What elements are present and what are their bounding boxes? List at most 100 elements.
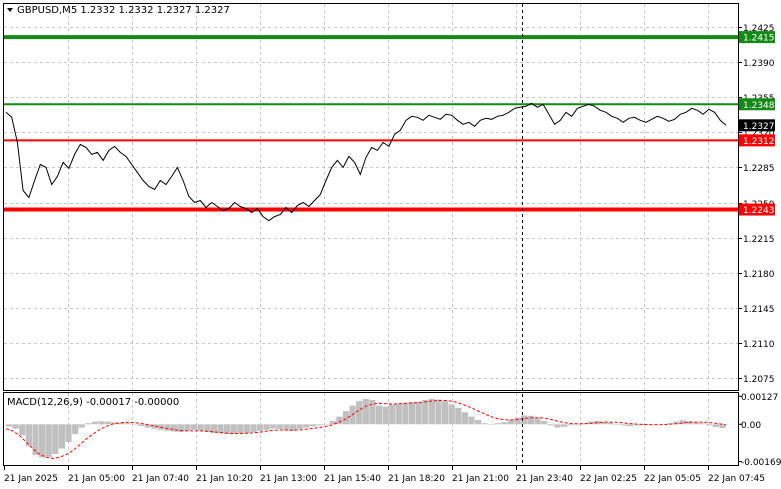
- macd-bar: [362, 398, 369, 425]
- macd-bar: [263, 424, 270, 430]
- macd-bar: [12, 424, 19, 429]
- y-tick-label: 1.2215: [743, 235, 775, 245]
- y-tick-label: 1.2075: [743, 375, 775, 385]
- macd-bar: [250, 424, 257, 432]
- macd-bar: [527, 415, 534, 425]
- macd-bar: [309, 424, 317, 427]
- macd-bar: [111, 422, 118, 425]
- macd-bar: [442, 401, 449, 425]
- level-badge: [739, 31, 775, 44]
- x-tick-label: 21 Jan 2025: [4, 474, 58, 484]
- macd-bar: [65, 424, 72, 442]
- macd-bar: [329, 421, 336, 425]
- x-tick-label: 21 Jan 05:00: [68, 474, 125, 484]
- price-series: [5, 102, 727, 222]
- y-tick-label: 1.2180: [743, 270, 775, 280]
- macd-bar: [52, 424, 59, 454]
- level-badge-label: 1.2243: [743, 206, 775, 216]
- macd-bar: [316, 424, 323, 426]
- macd-bar: [283, 424, 290, 431]
- macd-bar: [712, 424, 719, 427]
- macd-bar: [534, 417, 541, 425]
- macd-bar: [659, 424, 667, 425]
- macd-bar: [124, 423, 132, 425]
- macd-bar: [230, 424, 237, 434]
- macd-bar: [382, 406, 389, 425]
- macd-bar: [78, 424, 85, 428]
- macd-bar: [369, 400, 376, 425]
- macd-bar: [435, 399, 442, 425]
- price-axis: 1.24251.23901.23551.23201.22851.22501.22…: [738, 24, 775, 385]
- macd-bar: [296, 424, 303, 430]
- macd-tick-label: -0.00169: [741, 458, 781, 468]
- macd-bar: [144, 424, 151, 428]
- macd-bar: [290, 424, 297, 431]
- macd-bar: [415, 401, 422, 425]
- macd-bar: [395, 403, 402, 425]
- macd-bar: [719, 424, 726, 428]
- macd-bar: [217, 424, 224, 434]
- macd-bar: [303, 424, 310, 428]
- macd-bar: [679, 420, 686, 425]
- x-tick-label: 21 Jan 13:00: [260, 474, 317, 484]
- price-levels: [4, 35, 738, 212]
- macd-bar: [428, 398, 435, 425]
- macd-bar: [455, 407, 462, 425]
- macd-bar: [72, 424, 79, 435]
- macd-bar: [607, 422, 614, 425]
- macd-bar: [699, 423, 706, 425]
- macd-bar: [204, 424, 211, 432]
- macd-bar: [6, 424, 13, 427]
- macd-bar: [673, 421, 680, 425]
- macd-bar: [151, 424, 158, 429]
- macd-bar: [620, 424, 627, 426]
- macd-bar: [521, 415, 528, 425]
- macd-axis: 0.00127 0.00 -0.00169: [738, 393, 781, 468]
- macd-bar: [514, 417, 521, 425]
- level-badge: [739, 203, 775, 216]
- macd-bar: [508, 419, 515, 425]
- macd-bar: [39, 424, 46, 458]
- macd-bar: [118, 422, 125, 425]
- y-tick-label: 1.2390: [743, 59, 775, 69]
- macd-bar: [422, 400, 429, 425]
- macd-bar: [237, 424, 244, 434]
- macd-bar: [448, 404, 455, 425]
- time-axis: 21 Jan 2025 21 Jan 05:00 21 Jan 07:40 21 Ja…: [4, 466, 765, 484]
- macd-bar: [342, 411, 350, 425]
- macd-bar: [224, 424, 231, 434]
- macd-bar: [270, 424, 277, 429]
- price-plot-frame: [3, 3, 739, 391]
- y-tick-label: 1.2425: [743, 24, 775, 34]
- x-tick-label: 21 Jan 07:40: [132, 474, 189, 484]
- macd-bar: [177, 424, 184, 432]
- macd-bar: [501, 422, 508, 425]
- macd-bar: [131, 424, 138, 425]
- macd-tick-label: 0.00: [741, 421, 761, 431]
- x-tick-label: 21 Jan 15:40: [324, 474, 381, 484]
- macd-bar: [633, 424, 640, 426]
- level-badge-label: 1.2312: [743, 137, 775, 147]
- macd-bar: [85, 423, 92, 425]
- x-tick-label: 21 Jan 21:00: [452, 474, 509, 484]
- macd-bar: [32, 424, 39, 456]
- macd-bar: [574, 424, 581, 425]
- x-tick-label: 22 Jan 05:05: [644, 474, 701, 484]
- macd-bar: [98, 421, 105, 425]
- level-badge: [739, 98, 775, 111]
- grid-lines: [4, 4, 738, 465]
- macd-bar: [560, 424, 568, 427]
- macd-bar: [580, 423, 587, 425]
- macd-bar: [375, 405, 383, 425]
- macd-bar: [461, 412, 468, 425]
- triangle-down-icon[interactable]: [7, 8, 13, 12]
- macd-bar: [494, 423, 501, 425]
- macd-bar: [257, 424, 264, 431]
- macd-label: MACD(12,26,9) -0.00017 -0.00000: [7, 397, 179, 408]
- macd-bar: [356, 401, 363, 425]
- macd-bar: [640, 424, 647, 426]
- macd-bar: [468, 416, 475, 425]
- macd-bar: [488, 424, 495, 425]
- macd-bar: [481, 423, 488, 425]
